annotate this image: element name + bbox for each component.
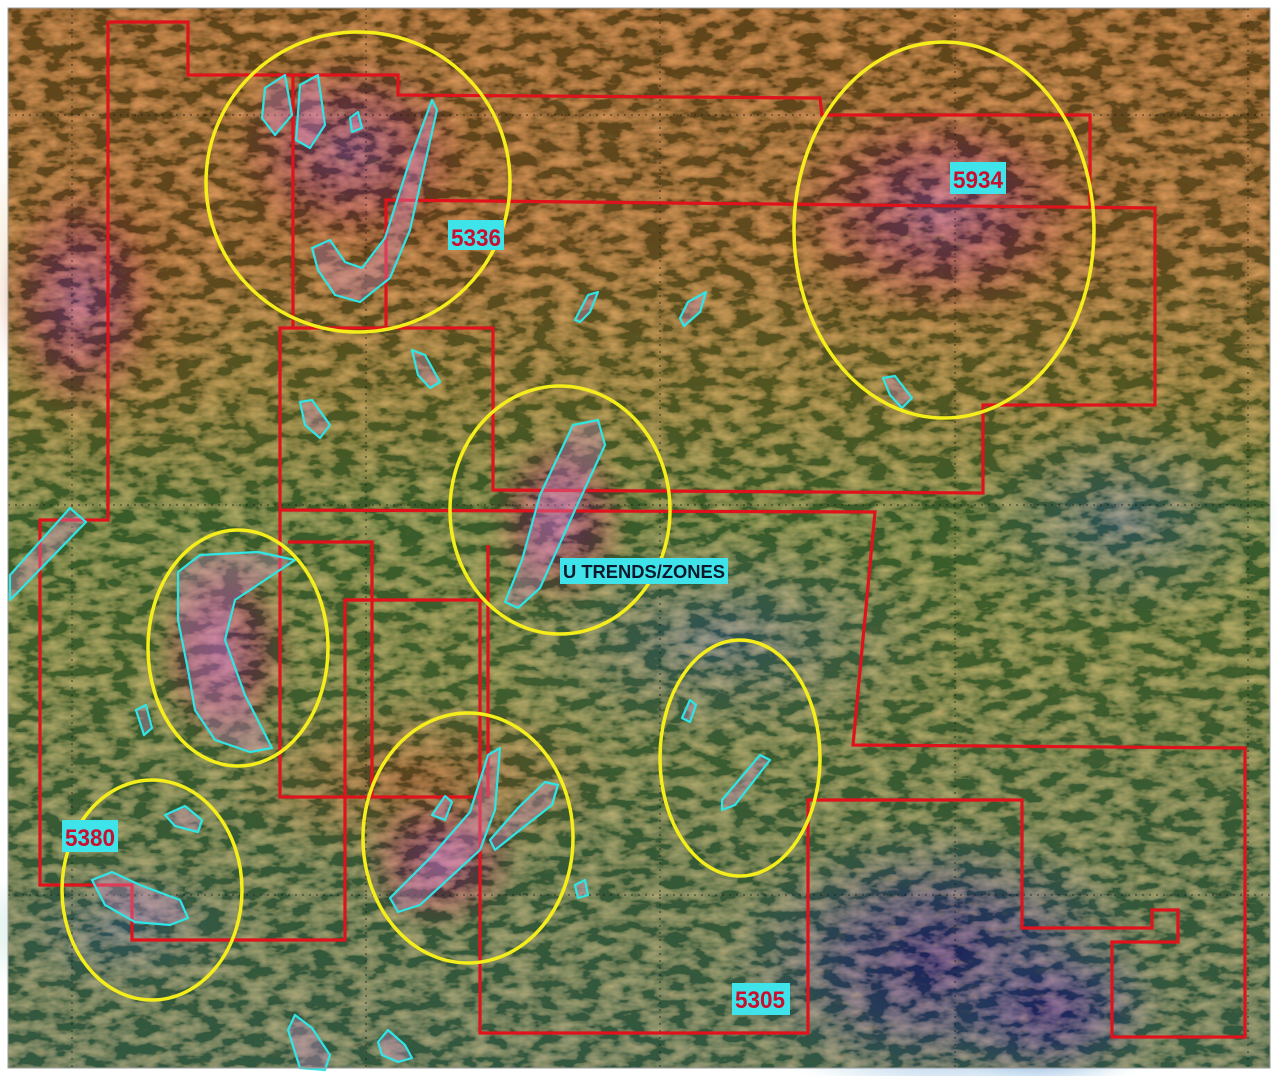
- label-5336[interactable]: 5336: [448, 220, 504, 252]
- anomaly-5380-b[interactable]: [90, 870, 190, 927]
- label-5934-text: 5934: [953, 167, 1004, 194]
- anomaly-mid-4[interactable]: [298, 398, 332, 440]
- claim-inner-rect[interactable]: [288, 540, 374, 600]
- target-central[interactable]: [448, 384, 672, 636]
- target-sw[interactable]: [361, 711, 575, 965]
- target-5336[interactable]: [204, 30, 512, 334]
- claim-left-inner[interactable]: [278, 75, 1157, 505]
- anomaly-sw-small-a[interactable]: [430, 794, 454, 822]
- anomaly-west-edge[interactable]: [8, 506, 88, 602]
- claim-labels: 5336 5934 5380 5305 U TRENDS/ZONES: [62, 162, 1006, 1015]
- target-circles: [60, 30, 1096, 1002]
- target-5380[interactable]: [60, 778, 244, 1002]
- anomaly-sw-small-b[interactable]: [573, 878, 590, 900]
- anomaly-small-dot[interactable]: [348, 110, 364, 134]
- anomaly-sw-trend-b[interactable]: [488, 780, 560, 852]
- claim-boundaries: [38, 20, 1247, 1039]
- anomaly-small-west[interactable]: [134, 703, 154, 737]
- u-trends-zones-text: U TRENDS/ZONES: [563, 562, 725, 582]
- texture-overlay-b: [8, 8, 1270, 1068]
- label-5380-text: 5380: [65, 825, 115, 852]
- claim-5336-boundary[interactable]: [108, 20, 1092, 208]
- claim-5934-box[interactable]: [278, 505, 480, 799]
- anomaly-mid-3[interactable]: [410, 348, 442, 390]
- label-5934[interactable]: 5934: [950, 162, 1006, 194]
- label-u-trends-zones[interactable]: U TRENDS/ZONES: [560, 558, 728, 584]
- anomaly-east-a[interactable]: [680, 698, 698, 724]
- map-frame: [7, 7, 1271, 1069]
- target-5934[interactable]: [792, 40, 1096, 420]
- anomaly-central-trend[interactable]: [503, 418, 607, 610]
- grid-lines: [8, 8, 1270, 1068]
- target-crescent[interactable]: [146, 528, 330, 768]
- anomaly-ne-top-2[interactable]: [294, 73, 327, 150]
- anomaly-sw-trend-a[interactable]: [388, 746, 502, 914]
- anomaly-outlines: [8, 73, 914, 1072]
- anomaly-5380-a[interactable]: [163, 804, 204, 834]
- anomaly-ne-top-1[interactable]: [260, 73, 294, 137]
- label-5305-text: 5305: [735, 987, 785, 1014]
- claim-middle[interactable]: [279, 508, 1247, 1039]
- label-5336-text: 5336: [451, 225, 501, 252]
- anomaly-5934-small[interactable]: [881, 374, 914, 410]
- anomaly-arc-5336[interactable]: [310, 98, 439, 304]
- label-5380[interactable]: 5380: [62, 820, 118, 852]
- anomaly-east-b[interactable]: [720, 753, 772, 812]
- anomaly-mid-1[interactable]: [573, 290, 600, 324]
- target-east[interactable]: [658, 638, 822, 878]
- label-5305[interactable]: 5305: [732, 983, 790, 1015]
- anomaly-crescent[interactable]: [176, 550, 297, 754]
- anomaly-south-b[interactable]: [376, 1028, 414, 1064]
- anomaly-mid-2[interactable]: [678, 290, 708, 328]
